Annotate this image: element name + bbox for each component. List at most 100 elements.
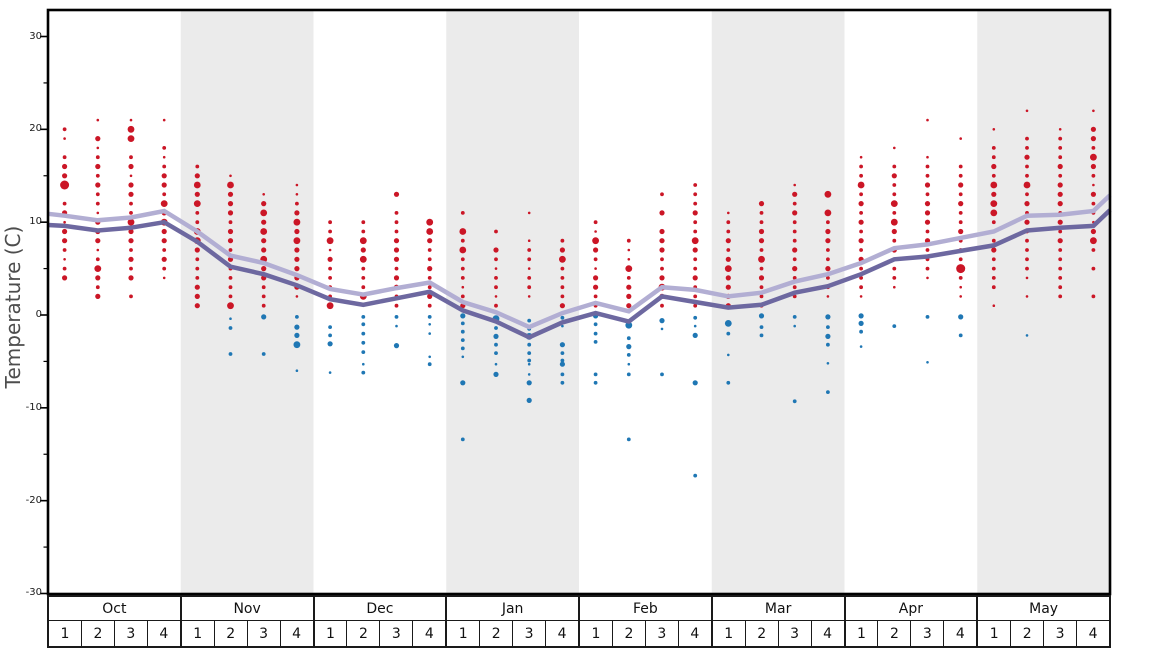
temp-dot-warm <box>393 247 400 253</box>
week-cell-feb-4: 4 <box>677 621 711 646</box>
temp-dot-cold <box>659 318 665 324</box>
month-band-may <box>977 10 1110 594</box>
y-tick-label-30: 30 <box>29 30 42 42</box>
temp-dot-warm <box>195 257 200 262</box>
temp-dot-warm <box>1025 192 1029 197</box>
temp-dot-cold <box>328 333 332 338</box>
week-cell-dec-1: 1 <box>312 621 347 646</box>
temp-dot-warm <box>326 237 334 245</box>
temp-dot-warm <box>1090 136 1096 142</box>
temp-dot-warm <box>394 229 399 234</box>
temp-dot-cold <box>527 362 531 366</box>
temp-dot-warm <box>759 211 764 215</box>
temp-dot-warm <box>759 248 764 252</box>
temp-dot-warm <box>527 239 531 242</box>
temp-dot-warm <box>194 303 200 309</box>
temp-dot-warm <box>990 209 998 217</box>
temp-dot-warm <box>459 246 467 254</box>
temp-dot-warm <box>1092 183 1095 187</box>
temp-dot-warm <box>725 238 731 244</box>
temp-dot-warm <box>826 295 830 298</box>
temp-dot-warm <box>95 155 100 160</box>
temp-dot-warm <box>460 211 465 215</box>
temp-dot-warm <box>991 220 996 225</box>
temp-dot-warm <box>494 229 498 234</box>
week-cell-may-4: 4 <box>1076 621 1109 646</box>
temp-dot-warm <box>194 284 200 290</box>
temp-dot-warm <box>1025 238 1029 243</box>
temp-dot-warm <box>892 164 897 169</box>
temp-dot-cold <box>527 358 532 363</box>
temp-dot-warm <box>825 266 831 272</box>
temp-dot-cold <box>494 351 498 355</box>
temp-dot-warm <box>1025 257 1029 262</box>
temp-dot-warm <box>494 285 498 290</box>
temp-dot-warm <box>758 275 765 281</box>
temp-dot-warm <box>759 294 764 299</box>
week-cell-jan-3: 3 <box>512 621 546 646</box>
temp-dot-warm <box>991 257 996 262</box>
temp-dot-warm <box>294 247 300 253</box>
temp-dot-warm <box>725 284 731 290</box>
temp-dot-warm <box>1090 153 1097 161</box>
temp-dot-warm <box>193 181 201 189</box>
temp-dot-warm <box>859 192 863 197</box>
temp-dot-warm <box>592 237 599 245</box>
temp-dot-warm <box>792 247 798 253</box>
temp-dot-cold <box>759 325 764 329</box>
temp-dot-warm <box>1090 126 1096 132</box>
temp-dot-cold <box>1025 334 1029 337</box>
temp-dot-warm <box>859 164 863 169</box>
temp-dot-warm <box>691 237 699 245</box>
temp-dot-cold <box>826 362 830 365</box>
temp-dot-warm <box>925 173 930 178</box>
temp-dot-warm <box>427 248 432 252</box>
temp-dot-cold <box>593 372 598 377</box>
temp-dot-warm <box>162 155 166 159</box>
temp-dot-warm <box>724 265 732 272</box>
temp-dot-warm <box>162 146 167 150</box>
temp-dot-warm <box>626 238 631 243</box>
temp-dot-warm <box>726 248 731 252</box>
temp-dot-warm <box>359 237 367 245</box>
temp-dot-warm <box>261 303 266 308</box>
temp-dot-cold <box>527 373 531 376</box>
temp-dot-cold <box>859 329 863 334</box>
temp-dot-warm <box>393 238 400 244</box>
temp-dot-warm <box>859 295 863 298</box>
temp-dot-warm <box>261 201 267 207</box>
temp-dot-warm <box>958 182 964 188</box>
temp-dot-warm <box>95 275 101 281</box>
temp-dot-warm <box>129 211 133 215</box>
temp-dot-warm <box>293 218 301 226</box>
temp-dot-cold <box>294 324 300 330</box>
temp-dot-cold <box>560 372 565 377</box>
temp-dot-warm <box>859 155 863 159</box>
temp-dot-warm <box>394 303 399 308</box>
temp-dot-cold <box>295 369 299 373</box>
temp-dot-warm <box>926 155 929 159</box>
temp-dot-cold <box>460 437 465 442</box>
temp-dot-warm <box>893 285 896 289</box>
temp-dot-warm <box>959 285 962 289</box>
temp-dot-warm <box>826 220 830 225</box>
week-cell-nov-3: 3 <box>246 621 280 646</box>
temp-dot-warm <box>958 192 963 197</box>
temp-dot-warm <box>227 191 234 197</box>
temp-dot-cold <box>428 323 432 326</box>
temp-dot-warm <box>293 237 301 245</box>
temp-dot-warm <box>161 173 167 179</box>
week-cell-dec-2: 2 <box>346 621 380 646</box>
temp-dot-warm <box>626 284 632 290</box>
temp-dot-warm <box>527 285 532 290</box>
temp-dot-warm <box>127 218 135 226</box>
temp-dot-warm <box>559 303 566 309</box>
temp-dot-warm <box>460 266 465 271</box>
temp-dot-warm <box>128 238 134 244</box>
temp-dot-cold <box>428 355 432 359</box>
temp-dot-warm <box>459 228 467 235</box>
temp-dot-warm <box>659 238 665 244</box>
temp-dot-warm <box>394 211 399 215</box>
week-cell-nov-4: 4 <box>279 621 313 646</box>
